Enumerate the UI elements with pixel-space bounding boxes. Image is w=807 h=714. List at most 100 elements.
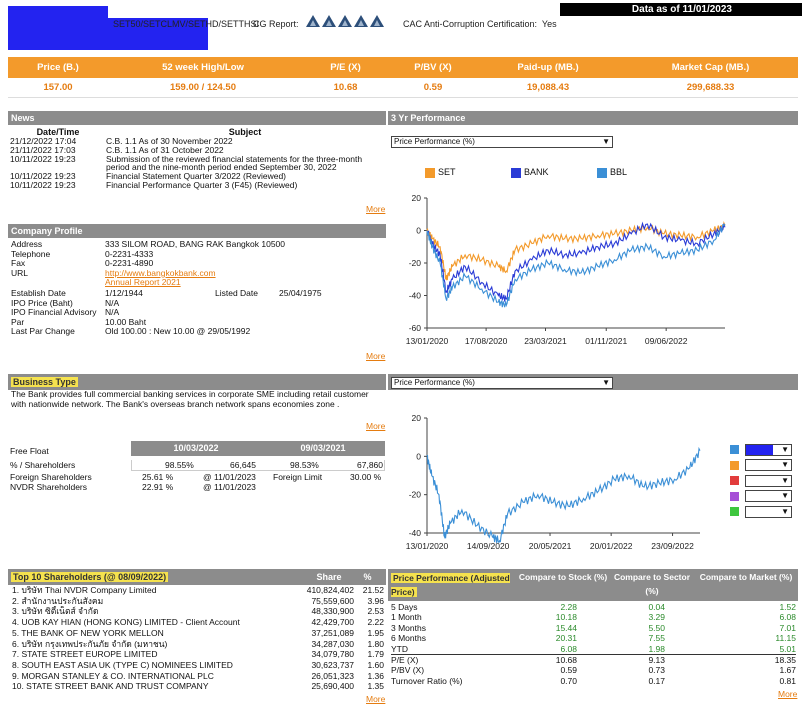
news-date: 10/11/2022 19:23 [10, 171, 76, 182]
news-row[interactable]: 10/11/2022 19:23 Financial Statement Quar… [10, 172, 384, 181]
price-perf-value: 3.29 [648, 612, 665, 623]
compare-selectors: ▼ ▼ ▼ ▼ ▼ [730, 442, 800, 520]
chevron-down-icon: ▼ [781, 444, 789, 454]
news-row[interactable]: 10/11/2022 19:23 Financial Performance Qu… [10, 181, 384, 190]
pe-value: 10.68 [333, 82, 358, 93]
shareholder-pct: 3.96 [367, 595, 384, 606]
company-profile-header: Company Profile [8, 224, 386, 238]
price-perf-value: 0.04 [648, 602, 665, 612]
ff-date-2: 09/03/2021 [300, 443, 346, 453]
shareholder-share: 30,623,737 [311, 659, 354, 670]
shareholder-share: 48,330,900 [311, 606, 354, 617]
news-more-link[interactable]: More [366, 204, 386, 214]
news-subject[interactable]: Submission of the reviewed financial sta… [106, 153, 363, 173]
y-tick-label: 20 [412, 193, 422, 203]
news-subject[interactable]: Financial Statement Quarter 3/2022 (Revi… [106, 171, 287, 182]
top10-more-link[interactable]: More [366, 694, 386, 704]
chevron-down-icon: ▼ [602, 378, 610, 387]
shareholder-name: 10. STATE STREET BANK AND TRUST COMPANY [12, 681, 209, 692]
shareholder-pct: 1.35 [367, 681, 384, 692]
shareholder-name: 3. บริษัท ซิตี้เน็ตส์ จำกัด [12, 606, 99, 617]
last-par-value: Old 100.00 : New 10.00 @ 29/05/1992 [105, 326, 251, 337]
price-perf-value: 5.50 [648, 622, 665, 633]
news-row[interactable]: 21/11/2022 17:03 C.B. 1.1 As of 31 Octobe… [10, 144, 384, 155]
top10-table: 1. บริษัท Thai NVDR Company Limited 410,8… [10, 585, 386, 692]
price-perf-label: P/BV (X) [391, 665, 425, 676]
compare-select[interactable]: ▼ [745, 443, 792, 456]
par-value: 10.00 Baht [105, 316, 147, 327]
telephone-label: Telephone [11, 248, 51, 259]
ff-sh1: 66,645 [230, 460, 256, 470]
price-perf-value: 1.67 [779, 665, 796, 676]
news-row[interactable]: 21/12/2022 17:04 C.B. 1.1 As of 30 Novemb… [10, 137, 384, 146]
x-tick-label: 01/11/2021 [585, 336, 627, 346]
shareholder-pct: 2.22 [367, 617, 384, 628]
shareholder-row: 8. SOUTH EAST ASIA UK (TYPE C) NOMINEES … [10, 660, 386, 671]
shareholder-share: 34,079,780 [311, 649, 354, 660]
free-float-label: Free Float [10, 446, 49, 456]
x-tick-label: 14/09/2020 [467, 541, 510, 551]
chevron-down-icon: ▼ [781, 491, 789, 501]
compare-select[interactable]: ▼ [745, 474, 792, 487]
legend-swatch-set [425, 167, 435, 178]
price-perf-col-stock: Compare to Stock (%) [518, 572, 608, 582]
shareholder-share: 25,690,400 [311, 681, 354, 692]
x-tick-label: 23/03/2021 [524, 336, 567, 346]
news-row[interactable]: 10/11/2022 19:23 Submission of the review… [10, 153, 384, 173]
cac-label: CAC Anti-Corruption Certification: Yes [403, 19, 557, 29]
price-perf-col-market: Compare to Market (%) [699, 572, 793, 582]
business-type-header: Business Type [8, 374, 386, 390]
compare-select-value [746, 444, 773, 455]
news-subject[interactable]: C.B. 1.1 As of 30 November 2022 [106, 136, 233, 146]
company-more-link[interactable]: More [366, 351, 386, 361]
news-subject[interactable]: C.B. 1.1 As of 31 October 2022 [106, 144, 224, 155]
data-as-of: Data as of 11/01/2023 [560, 3, 802, 16]
foreign-value: 25.61 % [142, 472, 174, 482]
shareholder-share: 410,824,402 [306, 585, 354, 595]
perf3yr-chart: 20 0 -20 -40 -60 13/01/2020 17/08/2020 23/03/20… [406, 193, 726, 346]
compare-swatch [730, 476, 739, 486]
ff-shareholders-label: % / Shareholders [10, 460, 76, 470]
annual-report-link[interactable]: Annual Report 2021 [105, 277, 181, 288]
ipo-fa-label: IPO Financial Advisory [11, 307, 97, 318]
price-perf-value: 0.70 [560, 675, 577, 686]
cg-report-label: CG Report: [253, 19, 299, 29]
perf2-select[interactable]: Price Performance (%) ▼ [391, 377, 613, 389]
company-url-link[interactable]: http://www.bangkokbank.com [105, 267, 216, 278]
shareholder-name: 4. UOB KAY HIAN (HONG KONG) LIMITED - Cl… [12, 617, 240, 628]
cac-value: Yes [541, 19, 557, 29]
paidup-value: 19,088.43 [526, 82, 570, 93]
perf3yr-select[interactable]: Price Performance (%) ▼ [391, 136, 613, 148]
price-perf-label: P/E (X) [391, 655, 419, 666]
news-date: 21/12/2022 17:04 [10, 136, 77, 146]
company-profile-title: Company Profile [11, 226, 83, 236]
price-perf-value: 18.35 [774, 655, 796, 666]
compare-select[interactable]: ▼ [745, 505, 792, 518]
compare-row: ▼ [730, 458, 800, 474]
compare-swatch [730, 460, 739, 470]
perf3yr-select-value: Price Performance (%) [394, 137, 475, 146]
x-tick-label: 23/09/2022 [651, 541, 694, 551]
price-perf-more-link[interactable]: More [778, 689, 798, 699]
compare-select[interactable]: ▼ [745, 490, 792, 503]
price-perf-row: YTD 6.08 1.98 5.01 [391, 644, 796, 654]
y-tick-label: -40 [409, 528, 422, 538]
top10-title: Top 10 Shareholders (@ 08/09/2022) [11, 572, 169, 582]
price-perf-header: Price Performance (Adjusted Price) Compa… [388, 569, 798, 601]
url-label: URL [11, 267, 29, 278]
price-perf-row: Turnover Ratio (%) 0.70 0.17 0.81 [391, 676, 796, 686]
compare-select[interactable]: ▼ [745, 459, 792, 472]
price-perf-row: 5 Days 2.28 0.04 1.52 [391, 602, 796, 612]
establish-label: Establish Date [11, 287, 66, 298]
establish-value: 1/12/1944 [105, 287, 143, 298]
price-perf-row: 3 Months 15.44 5.50 7.01 [391, 623, 796, 633]
shareholder-name: 5. THE BANK OF NEW YORK MELLON [12, 627, 164, 638]
foreign-limit-value: 30.00 % [350, 472, 382, 482]
shareholder-name: 6. บริษัท กรุงเทพประกันภัย จำกัด (มหาชน) [12, 638, 168, 649]
price-perf-label: Turnover Ratio (%) [391, 675, 463, 686]
news-subject[interactable]: Financial Performance Quarter 3 (F45) (R… [106, 179, 298, 190]
par-label: Par [11, 316, 25, 327]
business-more-link[interactable]: More [366, 421, 386, 431]
address-label: Address [11, 239, 43, 249]
shareholder-row: 9. MORGAN STANLEY & CO. INTERNATIONAL PL… [10, 671, 386, 682]
